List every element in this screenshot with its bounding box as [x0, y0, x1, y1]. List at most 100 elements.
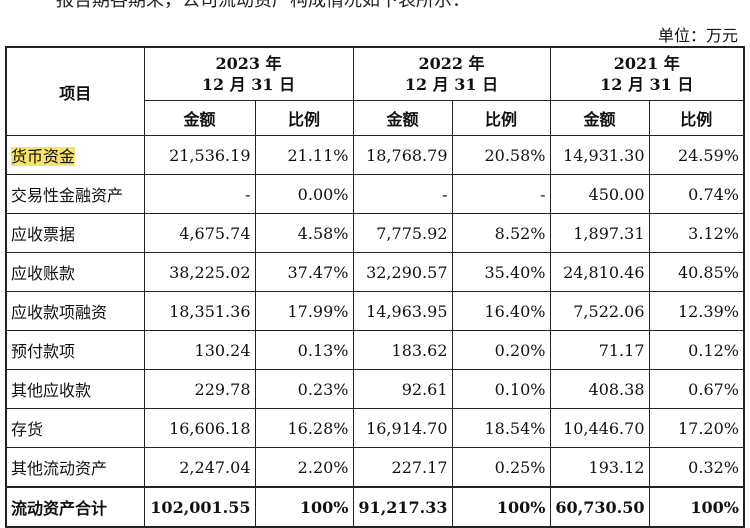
amount-cell: - [143, 174, 256, 214]
unit-label: 单位：万元 [657, 26, 738, 45]
table-row: 交易性金融资产 -0.00% - -450.00 0.74% [5, 174, 745, 214]
ratio-cell: 0.74% [648, 174, 745, 214]
row-label: 货币资金 [5, 135, 145, 175]
ratio-cell: 0.00% [254, 174, 354, 214]
amount-cell: 7,522.06 [549, 291, 650, 331]
amount-cell: 21,536.19 [143, 135, 256, 175]
row-label-text: 存货 [11, 420, 44, 439]
row-label: 流动资产合计 [5, 486, 145, 528]
amount-cell: 408.38 [549, 369, 650, 409]
header-year-2023: 2023 年 12 月 31 日 [143, 46, 354, 101]
amount-cell: 229.78 [143, 369, 256, 409]
amount-cell: 14,931.30 [549, 135, 650, 175]
ratio-cell: 40.85% [648, 252, 745, 292]
row-label: 存货 [5, 408, 145, 448]
row-label: 交易性金融资产 [5, 174, 145, 214]
ratio-cell: 0.67% [648, 369, 745, 409]
ratio-cell: 2.20% [254, 447, 354, 488]
row-label: 其他流动资产 [5, 447, 145, 488]
ratio-cell: 24.59% [648, 135, 745, 175]
amount-cell: 102,001.55 [143, 486, 256, 528]
header-ratio: 比例 [254, 100, 354, 136]
amount-cell: 450.00 [549, 174, 650, 214]
ratio-cell: 0.12% [648, 330, 745, 370]
amount-cell: 16,606.18 [143, 408, 256, 448]
row-label-text: 预付款项 [11, 342, 76, 361]
row-label-text: 交易性金融资产 [11, 186, 124, 205]
table-row: 存货 16,606.18 16.28% 16,914.70 18.54% 10,446.7… [5, 408, 745, 448]
header-year-2021: 2021 年 12 月 31 日 [549, 46, 745, 101]
ratio-cell: 0.13% [254, 330, 354, 370]
ratio-cell: 0.32% [648, 447, 745, 488]
table-row: 应收款项融资 18,351.36 17.99% 14,963.95 16.40% 7,52… [5, 291, 745, 331]
ratio-cell: 18.54% [451, 408, 551, 448]
amount-cell: 71.17 [549, 330, 650, 370]
amount-cell: - [352, 174, 453, 214]
header-item: 项目 [5, 46, 145, 136]
amount-cell: 227.17 [352, 447, 453, 488]
amount-cell: 183.62 [352, 330, 453, 370]
table-row: 货币资金 21,536.19 21.11% 18,768.79 20.58% 14,931… [5, 135, 745, 175]
ratio-cell: - [451, 174, 551, 214]
header-amount: 金额 [549, 100, 650, 136]
ratio-cell: 100% [451, 486, 551, 528]
ratio-cell: 3.12% [648, 213, 745, 253]
row-label-text: 流动资产合计 [11, 499, 108, 518]
row-label: 其他应收款 [5, 369, 145, 409]
total-row: 流动资产合计 102,001.55 100% 91,217.33 100% 60,730.… [5, 486, 745, 528]
row-label: 预付款项 [5, 330, 145, 370]
amount-cell: 18,351.36 [143, 291, 256, 331]
amount-cell: 14,963.95 [352, 291, 453, 331]
ratio-cell: 4.58% [254, 213, 354, 253]
header-ratio: 比例 [451, 100, 551, 136]
amount-cell: 1,897.31 [549, 213, 650, 253]
header-amount: 金额 [143, 100, 256, 136]
header-year-2022: 2022 年 12 月 31 日 [352, 46, 551, 101]
table-row: 预付款项 130.24 0.13% 183.62 0.20% 71.17 0.12% [5, 330, 745, 370]
row-label-text: 应收票据 [11, 225, 76, 244]
amount-cell: 18,768.79 [352, 135, 453, 175]
ratio-cell: 35.40% [451, 252, 551, 292]
row-label-text: 应收款项融资 [11, 303, 108, 322]
header-ratio: 比例 [648, 100, 745, 136]
intro-text: 报告期各期末，公司流动资产构成情况如下表所示： [56, 0, 470, 11]
table-row: 应收账款 38,225.02 37.47% 32,290.57 35.40% 24,810… [5, 252, 745, 292]
highlighted-label: 货币资金 [11, 147, 76, 166]
row-label-text: 应收账款 [11, 264, 76, 283]
amount-cell: 193.12 [549, 447, 650, 488]
amount-cell: 32,290.57 [352, 252, 453, 292]
ratio-cell: 21.11% [254, 135, 354, 175]
amount-cell: 60,730.50 [549, 486, 650, 528]
row-label: 应收票据 [5, 213, 145, 253]
ratio-cell: 16.28% [254, 408, 354, 448]
ratio-cell: 0.20% [451, 330, 551, 370]
row-label: 应收账款 [5, 252, 145, 292]
header-amount: 金额 [352, 100, 453, 136]
amount-cell: 10,446.70 [549, 408, 650, 448]
ratio-cell: 20.58% [451, 135, 551, 175]
amount-cell: 91,217.33 [352, 486, 453, 528]
amount-cell: 92.61 [352, 369, 453, 409]
amount-cell: 16,914.70 [352, 408, 453, 448]
ratio-cell: 37.47% [254, 252, 354, 292]
current-assets-table: 项目 2023 年 12 月 31 日 2022 年 12 月 31 日 2021 … [5, 46, 745, 528]
row-label-text: 其他应收款 [11, 381, 92, 400]
ratio-cell: 17.20% [648, 408, 745, 448]
amount-cell: 2,247.04 [143, 447, 256, 488]
amount-cell: 7,775.92 [352, 213, 453, 253]
amount-cell: 4,675.74 [143, 213, 256, 253]
ratio-cell: 0.10% [451, 369, 551, 409]
row-label: 应收款项融资 [5, 291, 145, 331]
ratio-cell: 8.52% [451, 213, 551, 253]
table-body: 货币资金 21,536.19 21.11% 18,768.79 20.58% 14,931… [5, 135, 745, 528]
amount-cell: 24,810.46 [549, 252, 650, 292]
ratio-cell: 17.99% [254, 291, 354, 331]
table-row: 其他流动资产 2,247.04 2.20% 227.17 0.25% 193.12 0.32… [5, 447, 745, 488]
amount-cell: 130.24 [143, 330, 256, 370]
ratio-cell: 16.40% [451, 291, 551, 331]
ratio-cell: 0.23% [254, 369, 354, 409]
ratio-cell: 100% [648, 486, 745, 528]
table-row: 应收票据 4,675.74 4.58% 7,775.92 8.52% 1,897.31 3.… [5, 213, 745, 253]
ratio-cell: 12.39% [648, 291, 745, 331]
ratio-cell: 0.25% [451, 447, 551, 488]
